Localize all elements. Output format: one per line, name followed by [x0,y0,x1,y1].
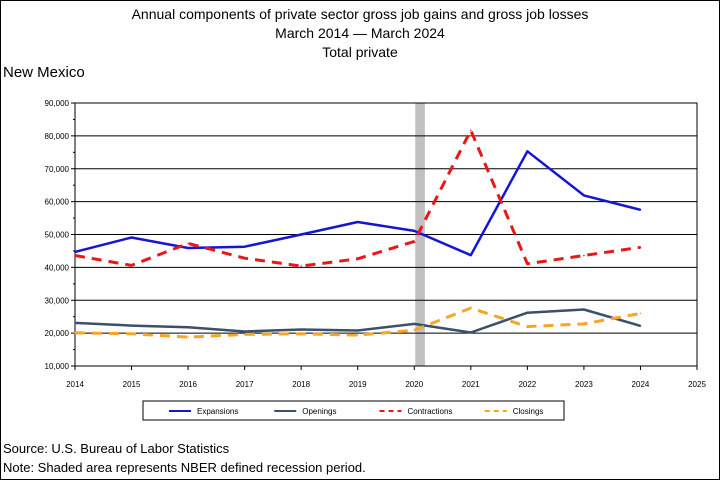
state-label: New Mexico [3,64,85,81]
data-point-openings [300,328,302,331]
data-point-openings [413,323,416,325]
data-point-expansions [356,221,359,223]
series-line-expansions [74,150,641,257]
data-point-openings [526,311,529,314]
chart-subtitle-dates: March 2014 — March 2024 [275,25,445,41]
data-point-openings [356,329,359,332]
data-point-expansions [300,233,302,236]
data-point-contractions [74,254,76,257]
data-point-closings [243,333,246,336]
data-point-contractions [413,240,416,243]
y-tick-label: 40,000 [45,263,70,272]
x-tick-label: 2019 [349,380,367,389]
x-tick-label: 2025 [688,380,706,389]
y-tick-label: 20,000 [45,329,70,338]
data-point-closings [583,323,585,325]
data-point-closings [130,332,133,335]
plot-area-border [74,102,698,367]
data-point-expansions [74,251,76,253]
data-point-expansions [413,230,416,232]
data-point-expansions [243,245,246,248]
data-point-expansions [187,247,189,249]
data-point-openings [74,322,76,324]
series-line-openings [74,308,641,334]
legend-box [142,400,565,421]
data-point-closings [526,325,529,328]
y-tick-label: 50,000 [45,231,70,240]
x-tick-label: 2016 [179,380,197,389]
y-tick-label: 70,000 [45,165,70,174]
x-tick-label: 2015 [123,380,141,389]
y-tick-label: 90,000 [45,99,70,108]
legend-label-closings: Closings [513,407,544,416]
data-point-contractions [470,129,472,132]
legend-label-openings: Openings [302,407,336,416]
y-tick-label: 60,000 [45,198,70,207]
data-point-closings [470,307,472,309]
legend-label-contractions: Contractions [408,407,453,416]
data-point-closings [74,331,76,334]
data-point-closings [300,332,302,335]
x-tick-label: 2014 [66,380,84,389]
chart-title: Annual components of private sector gros… [131,6,589,22]
data-point-contractions [300,265,302,267]
x-tick-label: 2020 [405,380,423,389]
data-point-openings [187,326,189,329]
series-line-closings [74,306,641,339]
footer-note: Note: Shaded area represents NBER define… [3,460,366,475]
x-tick-label: 2022 [518,380,536,389]
data-point-openings [130,324,133,327]
data-point-contractions [526,262,529,265]
data-point-openings [243,330,246,333]
legend-label-expansions: Expansions [197,407,238,416]
data-point-openings [639,325,642,327]
y-tick-label: 80,000 [45,132,70,141]
chart-subtitle-series: Total private [322,44,398,60]
x-tick-label: 2023 [575,380,593,389]
y-tick-label: 10,000 [45,362,70,371]
data-point-expansions [583,194,585,197]
data-point-expansions [526,150,529,153]
data-point-openings [470,331,472,334]
data-point-openings [583,308,585,311]
data-point-contractions [356,258,359,260]
data-point-expansions [130,236,133,239]
data-point-closings [639,312,642,315]
data-point-contractions [639,246,642,249]
data-point-closings [413,329,416,331]
x-tick-label: 2024 [632,380,650,389]
data-point-closings [187,336,189,338]
data-point-expansions [470,254,472,257]
data-point-expansions [639,209,642,211]
series-line-contractions [74,128,641,268]
data-point-contractions [583,254,585,257]
footer-source: Source: U.S. Bureau of Labor Statistics [3,441,230,456]
x-tick-label: 2021 [462,380,480,389]
data-point-closings [356,334,359,336]
data-point-contractions [243,257,246,259]
data-point-contractions [130,264,133,267]
x-tick-label: 2017 [236,380,254,389]
data-point-contractions [187,242,189,245]
y-tick-label: 30,000 [45,296,70,305]
x-tick-label: 2018 [292,380,310,389]
